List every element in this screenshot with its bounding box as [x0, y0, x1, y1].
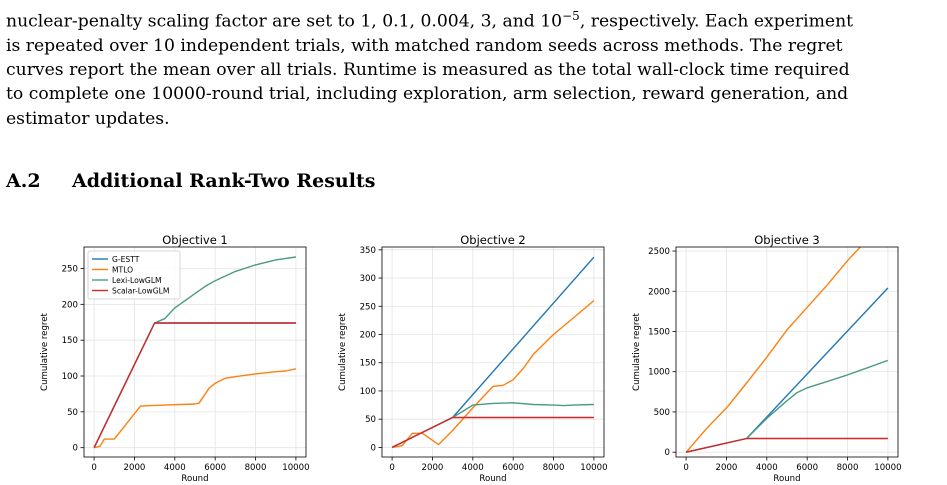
x-tick-label: 4000 — [462, 463, 484, 473]
y-tick-label: 0 — [665, 448, 670, 458]
series-line-lexi-lowglm — [93, 256, 296, 449]
y-tick-label: 1000 — [648, 368, 670, 378]
series-group — [685, 247, 889, 453]
exponent: −5 — [562, 9, 580, 23]
series-line-scalar-lowglm — [93, 322, 296, 449]
y-axis-label: Cumulative regret — [632, 312, 642, 390]
series-line-lexi-lowglm — [685, 359, 889, 453]
y-tick-label: 100 — [360, 387, 376, 397]
x-tick-label: 10000 — [580, 463, 607, 473]
x-tick-label: 10000 — [874, 463, 901, 473]
y-tick-label: 0 — [73, 444, 78, 454]
x-tick-label: 2000 — [124, 463, 146, 473]
series-line-mtlo — [685, 247, 888, 453]
x-tick-label: 0 — [683, 463, 688, 473]
y-tick-label: 1500 — [648, 327, 670, 337]
paragraph-line-4: to complete one 10000-round trial, inclu… — [6, 84, 849, 105]
y-tick-label: 250 — [360, 302, 376, 312]
objective-2-chart: Objective 2 0 2000 4000 6000 8000 10000 0 50 100 1… — [338, 233, 608, 484]
paragraph-line-1-text: nuclear-penalty scaling factor are set t… — [6, 11, 563, 32]
series-line-scalar-lowglm — [685, 437, 888, 453]
x-tick-label: 0 — [91, 463, 96, 473]
paragraph-line-2: is repeated over 10 independent trials, … — [6, 35, 843, 56]
x-tick-label: 10000 — [282, 463, 309, 473]
legend-label-g-estt: G-ESTT — [112, 255, 140, 264]
x-tick-label: 2000 — [716, 463, 738, 473]
paragraph-line-1-suffix: , respectively. Each experiment — [579, 11, 854, 32]
y-tick-label: 0 — [371, 443, 376, 453]
chart-title: Objective 2 — [460, 233, 526, 247]
objective-1-chart: Objective 1 0 2000 4000 6000 8000 10000 0 50 100 1… — [40, 233, 310, 484]
x-axis-label: Round — [181, 474, 208, 484]
series-group — [391, 256, 595, 449]
x-tick-label: 6000 — [502, 463, 524, 473]
legend-label-lexi-lowglm: Lexi-LowGLM — [112, 276, 162, 285]
legend-box — [87, 250, 181, 300]
x-tick-label: 4000 — [756, 463, 778, 473]
y-tick-label: 2500 — [648, 247, 670, 257]
body-paragraph: nuclear-penalty scaling factor are set t… — [6, 4, 940, 131]
section-number: A.2 — [6, 170, 41, 192]
section-heading: A.2 Additional Rank-Two Results — [6, 170, 375, 192]
objective-3-chart: Objective 3 0 2000 4000 6000 8000 10000 0 500 100… — [632, 233, 902, 484]
chart-title: Objective 1 — [162, 233, 228, 247]
y-tick-label: 50 — [365, 415, 376, 425]
paragraph-line-1: nuclear-penalty scaling factor are set t… — [6, 4, 940, 34]
y-axis-label: Cumulative regret — [338, 312, 348, 390]
x-tick-label: 8000 — [837, 463, 859, 473]
y-tick-label: 500 — [654, 408, 670, 418]
series-line-g-estt — [685, 287, 889, 453]
y-tick-label: 200 — [62, 300, 78, 310]
section-title: Additional Rank-Two Results — [72, 170, 376, 192]
series-line-lexi-lowglm — [391, 402, 594, 449]
x-tick-label: 8000 — [543, 463, 565, 473]
legend-label-mtlo: MTLO — [112, 265, 133, 274]
y-axis-label: Cumulative regret — [40, 312, 50, 390]
x-tick-label: 8000 — [245, 463, 267, 473]
paragraph-line-5: estimator updates. — [6, 108, 170, 129]
y-tick-label: 150 — [62, 336, 78, 346]
y-tick-label: 250 — [62, 265, 78, 275]
x-tick-label: 6000 — [204, 463, 226, 473]
x-tick-label: 4000 — [164, 463, 186, 473]
y-tick-label: 100 — [62, 372, 78, 382]
plot-frame — [83, 246, 307, 458]
y-tick-label: 350 — [360, 246, 376, 256]
series-line-mtlo — [93, 368, 297, 449]
y-tick-label: 200 — [360, 331, 376, 341]
x-axis-label: Round — [773, 474, 800, 484]
y-tick-label: 50 — [67, 408, 78, 418]
x-tick-label: 0 — [389, 463, 394, 473]
series-line-mtlo — [391, 300, 595, 449]
paragraph-line-3: curves report the mean over all trials. … — [6, 60, 850, 81]
legend-label-scalar-lowglm: Scalar-LowGLM — [112, 286, 169, 295]
plot-frame — [675, 246, 899, 458]
x-tick-label: 2000 — [422, 463, 444, 473]
y-tick-label: 2000 — [648, 287, 670, 297]
plot-frame — [381, 246, 605, 458]
series-line-scalar-lowglm — [391, 416, 594, 449]
y-tick-label: 150 — [360, 359, 376, 369]
x-tick-label: 6000 — [796, 463, 818, 473]
chart-title: Objective 3 — [754, 233, 820, 247]
x-axis-label: Round — [479, 474, 506, 484]
y-tick-label: 300 — [360, 274, 376, 284]
series-group — [93, 256, 297, 449]
